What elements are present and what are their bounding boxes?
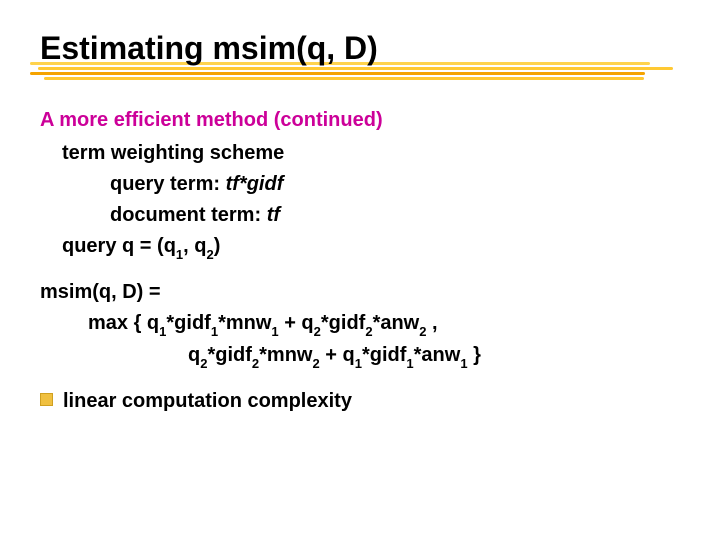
label: query term: [110, 173, 226, 195]
title-block: Estimating msim(q, D) [40, 30, 690, 67]
t: } [468, 344, 481, 366]
t: ) [214, 235, 221, 257]
sub: 1 [159, 324, 166, 339]
sub: 2 [252, 356, 259, 371]
line-query-term: query term: tf*gidf [110, 169, 690, 200]
t: , [426, 312, 437, 334]
subtitle: A more efficient method (continued) [40, 105, 690, 136]
t: , q [183, 235, 206, 257]
sub: 1 [271, 324, 278, 339]
sub: 2 [312, 356, 319, 371]
sub: 1 [406, 356, 413, 371]
slide-body: A more efficient method (continued) term… [40, 105, 690, 417]
sub: 1 [355, 356, 362, 371]
t: *gidf [362, 344, 406, 366]
slide-title: Estimating msim(q, D) [40, 30, 690, 67]
sub: 1 [176, 247, 183, 262]
t: *anw [414, 344, 461, 366]
square-bullet-icon [40, 393, 53, 406]
t: *gidf [166, 312, 210, 334]
t: query q = (q [62, 235, 176, 257]
sub: 2 [419, 324, 426, 339]
t: max { q [88, 312, 159, 334]
t: *gidf [207, 344, 251, 366]
t: + q [279, 312, 314, 334]
sub: 1 [460, 356, 467, 371]
t: q [188, 344, 200, 366]
t: + q [320, 344, 355, 366]
t: *anw [373, 312, 420, 334]
sub: 2 [200, 356, 207, 371]
label: document term: [110, 204, 267, 226]
line-max-1: max { q1*gidf1*mnw1 + q2*gidf2*anw2 , [88, 308, 690, 340]
line-query-q: query q = (q1, q2) [62, 231, 690, 263]
bullet-text: linear computation complexity [63, 386, 352, 417]
line-max-2: q2*gidf2*mnw2 + q1*gidf1*anw1 } [188, 340, 690, 372]
formula: tf [267, 204, 280, 226]
t: *gidf [321, 312, 365, 334]
sub: 2 [206, 247, 213, 262]
line-weighting: term weighting scheme [62, 138, 690, 169]
sub: 2 [365, 324, 372, 339]
bullet-item: linear computation complexity [40, 386, 690, 417]
t: *mnw [259, 344, 312, 366]
line-msim-eq: msim(q, D) = [40, 277, 690, 308]
formula: tf*gidf [226, 173, 284, 195]
sub: 2 [314, 324, 321, 339]
t: *mnw [218, 312, 271, 334]
sub: 1 [211, 324, 218, 339]
line-doc-term: document term: tf [110, 200, 690, 231]
